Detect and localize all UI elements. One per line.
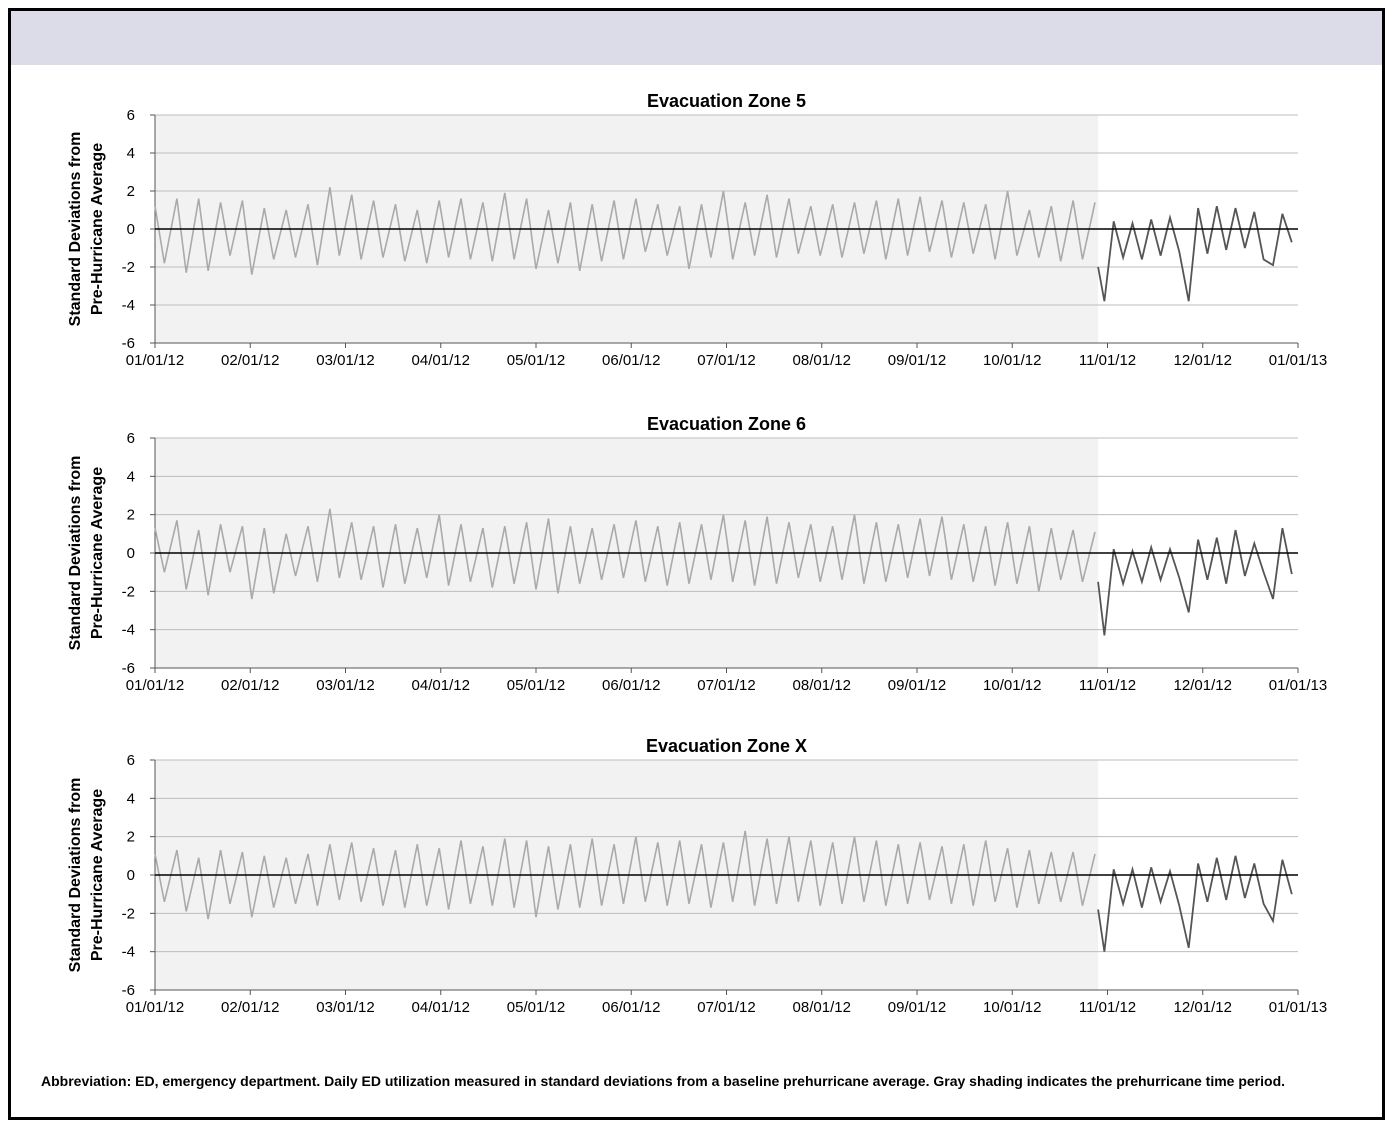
x-tick-label: 09/01/12 bbox=[888, 999, 946, 1016]
chart-title: Evacuation Zone 5 bbox=[647, 91, 806, 111]
y-axis-label: Standard Deviations from bbox=[67, 132, 84, 327]
charts-canvas: -6 -4 -2 0 2 4 6 01/01/12 02/01/12 03/01/12 04/01/… bbox=[67, 91, 1327, 1016]
x-tick-label: 12/01/12 bbox=[1174, 677, 1232, 694]
y-tick-label: 4 bbox=[127, 468, 135, 485]
x-tick-label: 11/01/12 bbox=[1079, 352, 1136, 369]
y-tick-label: 4 bbox=[127, 145, 135, 162]
x-tick-label: 01/01/13 bbox=[1269, 352, 1327, 369]
x-tick-label: 04/01/12 bbox=[412, 677, 470, 694]
y-tick-label: -2 bbox=[122, 905, 135, 922]
y-tick-label: 2 bbox=[127, 829, 135, 846]
x-tick-label: 09/01/12 bbox=[888, 352, 946, 369]
y-tick-label: 6 bbox=[127, 752, 135, 769]
x-tick-label: 12/01/12 bbox=[1174, 352, 1232, 369]
x-tick-label: 02/01/12 bbox=[221, 677, 279, 694]
x-tick-label: 11/01/12 bbox=[1079, 999, 1136, 1016]
post-hurricane-series-line bbox=[1097, 206, 1293, 302]
x-tick-label: 10/01/12 bbox=[983, 677, 1041, 694]
y-axis-label: Pre-Hurricane Average bbox=[89, 789, 106, 961]
y-tick-label: 0 bbox=[127, 867, 135, 884]
x-tick-label: 05/01/12 bbox=[507, 677, 565, 694]
x-tick-label: 07/01/12 bbox=[697, 999, 755, 1016]
x-tick-label: 01/01/13 bbox=[1269, 999, 1327, 1016]
x-tick-label: 07/01/12 bbox=[697, 677, 755, 694]
x-tick-label: 12/01/12 bbox=[1174, 999, 1232, 1016]
figure-caption: Abbreviation: ED, emergency department. … bbox=[41, 1073, 1286, 1089]
post-hurricane-series-line bbox=[1097, 527, 1293, 636]
x-tick-label: 07/01/12 bbox=[697, 352, 755, 369]
x-tick-label: 08/01/12 bbox=[793, 677, 851, 694]
x-tick-label: 04/01/12 bbox=[412, 999, 470, 1016]
x-tick-label: 10/01/12 bbox=[983, 352, 1041, 369]
x-tick-label: 05/01/12 bbox=[507, 352, 565, 369]
y-axis-label: Pre-Hurricane Average bbox=[89, 467, 106, 639]
y-tick-label: 2 bbox=[127, 183, 135, 200]
y-tick-label: -4 bbox=[122, 944, 135, 961]
y-tick-label: -2 bbox=[122, 259, 135, 276]
y-axis-label: Standard Deviations from bbox=[67, 456, 84, 651]
pre-hurricane-series-line bbox=[154, 830, 1096, 920]
y-tick-label: 0 bbox=[127, 545, 135, 562]
x-tick-label: 04/01/12 bbox=[412, 352, 470, 369]
y-tick-label: -2 bbox=[122, 583, 135, 600]
y-tick-label: -4 bbox=[122, 297, 135, 314]
header-band bbox=[11, 11, 1382, 65]
x-tick-label: 10/01/12 bbox=[983, 999, 1041, 1016]
y-tick-label: -6 bbox=[122, 660, 135, 677]
x-tick-label: 01/01/12 bbox=[126, 999, 184, 1016]
y-tick-label: -6 bbox=[122, 982, 135, 999]
x-tick-label: 02/01/12 bbox=[221, 352, 279, 369]
x-tick-label: 06/01/12 bbox=[602, 352, 660, 369]
x-tick-label: 06/01/12 bbox=[602, 999, 660, 1016]
chart-title: Evacuation Zone X bbox=[646, 736, 807, 756]
y-tick-label: 2 bbox=[127, 507, 135, 524]
x-tick-label: 11/01/12 bbox=[1079, 677, 1136, 694]
x-tick-label: 03/01/12 bbox=[316, 999, 374, 1016]
x-tick-label: 05/01/12 bbox=[507, 999, 565, 1016]
y-tick-label: 4 bbox=[127, 790, 135, 807]
post-hurricane-series-line bbox=[1097, 855, 1293, 952]
x-tick-label: 03/01/12 bbox=[316, 677, 374, 694]
x-tick-label: 02/01/12 bbox=[221, 999, 279, 1016]
y-tick-label: 6 bbox=[127, 107, 135, 124]
x-tick-label: 01/01/12 bbox=[126, 677, 184, 694]
y-tick-label: -4 bbox=[122, 622, 135, 639]
figure-frame: -6 -4 -2 0 2 4 6 01/01/12 02/01/12 03/01/12 04/01/… bbox=[8, 8, 1385, 1120]
x-tick-label: 03/01/12 bbox=[316, 352, 374, 369]
x-tick-label: 06/01/12 bbox=[602, 677, 660, 694]
y-tick-label: 0 bbox=[127, 221, 135, 238]
pre-hurricane-series-line bbox=[154, 508, 1096, 600]
y-tick-label: 6 bbox=[127, 430, 135, 447]
x-tick-label: 01/01/13 bbox=[1269, 677, 1327, 694]
y-axis-label: Standard Deviations from bbox=[67, 778, 84, 973]
x-tick-label: 08/01/12 bbox=[793, 999, 851, 1016]
chart-title: Evacuation Zone 6 bbox=[647, 414, 806, 434]
y-axis-label: Pre-Hurricane Average bbox=[89, 143, 106, 315]
x-tick-label: 08/01/12 bbox=[793, 352, 851, 369]
x-tick-label: 01/01/12 bbox=[126, 352, 184, 369]
pre-hurricane-series-line bbox=[154, 187, 1096, 275]
x-tick-label: 09/01/12 bbox=[888, 677, 946, 694]
y-tick-label: -6 bbox=[122, 335, 135, 352]
